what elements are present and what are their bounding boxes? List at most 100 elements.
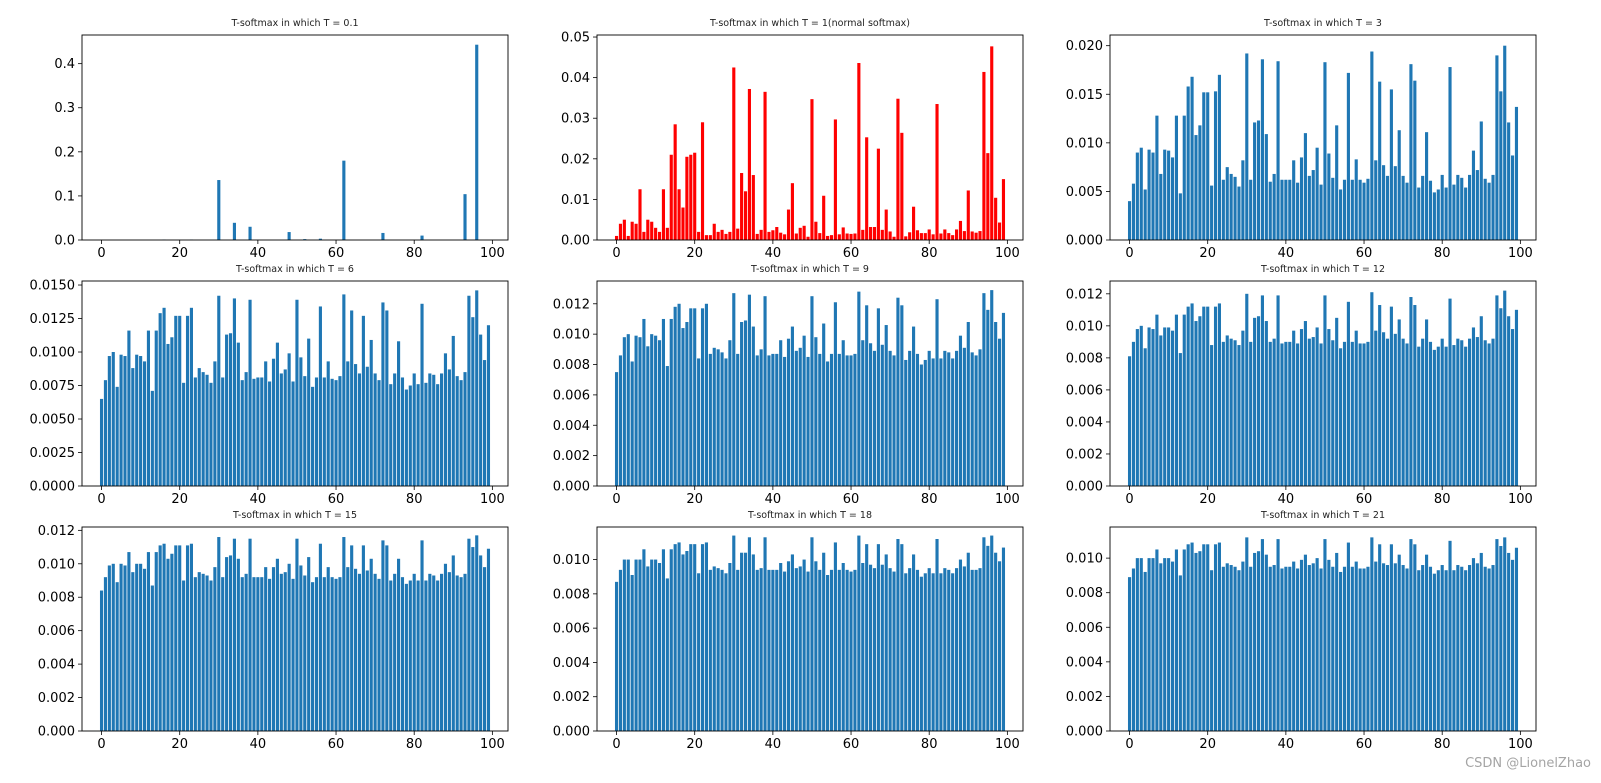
bar xyxy=(385,310,389,486)
bar xyxy=(1233,566,1237,731)
bar xyxy=(884,554,888,731)
bar xyxy=(1366,341,1370,486)
bar xyxy=(1495,55,1499,241)
bar xyxy=(728,231,732,240)
axes-frame xyxy=(81,34,509,241)
bar xyxy=(837,234,841,240)
bar xyxy=(1139,558,1143,731)
bar xyxy=(1479,552,1483,731)
bar xyxy=(755,233,759,240)
bar xyxy=(630,221,634,240)
bar xyxy=(443,353,448,486)
bar xyxy=(970,231,974,240)
bar xyxy=(872,350,877,486)
bar xyxy=(908,568,912,731)
bar xyxy=(283,369,287,486)
bar xyxy=(1202,92,1206,240)
bar xyxy=(123,565,127,731)
bar xyxy=(1510,559,1515,731)
bar xyxy=(447,572,451,731)
bar xyxy=(1213,91,1218,240)
bar xyxy=(1229,338,1233,486)
bar xyxy=(1198,551,1202,731)
bar xyxy=(614,235,619,240)
bar xyxy=(225,557,229,731)
bar xyxy=(927,350,931,486)
bar xyxy=(724,573,728,731)
bar xyxy=(697,358,701,486)
bar xyxy=(724,233,728,240)
bar xyxy=(1432,349,1436,486)
bar xyxy=(837,353,841,486)
bar xyxy=(638,559,642,731)
bar xyxy=(307,557,311,731)
bar xyxy=(994,197,998,240)
bar xyxy=(369,558,373,731)
bar xyxy=(1483,340,1487,486)
bar xyxy=(829,569,834,731)
bar xyxy=(1401,338,1405,486)
bar xyxy=(1444,570,1448,731)
bar xyxy=(1221,341,1225,486)
bar xyxy=(295,299,299,486)
bar xyxy=(708,235,712,240)
axes-frame xyxy=(596,526,1024,732)
x-tick-label: 0 xyxy=(612,246,620,261)
bar xyxy=(779,563,783,731)
bar xyxy=(841,563,845,731)
bar xyxy=(268,578,272,731)
bar xyxy=(1464,570,1468,731)
bar xyxy=(1413,305,1417,486)
bar xyxy=(1514,547,1519,731)
bar xyxy=(178,315,182,486)
bar xyxy=(943,568,947,731)
bar xyxy=(217,537,221,731)
subplot-9: T-softmax in which T = 21 0 20 40 60 80 100 0.0… xyxy=(1066,510,1537,752)
bar xyxy=(400,377,405,486)
bar xyxy=(693,544,697,731)
bar xyxy=(119,354,123,486)
bar xyxy=(700,308,705,486)
bar xyxy=(103,380,108,486)
bar xyxy=(1303,554,1307,731)
bar xyxy=(346,567,350,731)
bar xyxy=(759,349,763,486)
bar xyxy=(1292,561,1296,731)
bar xyxy=(209,382,213,486)
bar xyxy=(958,559,963,731)
x-tick-label: 20 xyxy=(1199,492,1216,507)
subplot-1: T-softmax in which T = 0.1 0 20 40 60 80 100 0.… xyxy=(54,18,509,261)
bar xyxy=(389,384,393,486)
bar xyxy=(381,540,385,731)
x-tick-label: 80 xyxy=(1434,246,1451,261)
bar xyxy=(1131,568,1136,731)
bar xyxy=(201,573,205,731)
bar xyxy=(1468,338,1472,486)
bar xyxy=(1284,566,1288,731)
bar xyxy=(185,315,190,486)
bar xyxy=(166,558,170,731)
bar xyxy=(373,573,377,731)
bar xyxy=(1264,134,1268,240)
bar xyxy=(1510,329,1515,486)
bar xyxy=(1417,187,1421,240)
bar xyxy=(872,227,877,240)
bar xyxy=(740,173,744,240)
bar xyxy=(1456,565,1460,731)
x-tick-label: 20 xyxy=(171,737,188,752)
bar xyxy=(377,578,381,731)
x-tick-label: 20 xyxy=(171,492,188,507)
bar xyxy=(1143,348,1147,486)
bar xyxy=(244,372,248,486)
y-tick-label: 0.000 xyxy=(1066,234,1103,249)
bar xyxy=(646,346,650,486)
bar xyxy=(1389,89,1393,240)
bar xyxy=(232,222,236,240)
bar xyxy=(1268,341,1272,486)
x-tick-label: 20 xyxy=(171,246,188,261)
x-tick-label: 100 xyxy=(480,737,505,752)
bar xyxy=(669,318,673,486)
bar xyxy=(1331,566,1335,731)
bar xyxy=(736,353,740,486)
y-tick-label: 0.002 xyxy=(553,690,590,705)
